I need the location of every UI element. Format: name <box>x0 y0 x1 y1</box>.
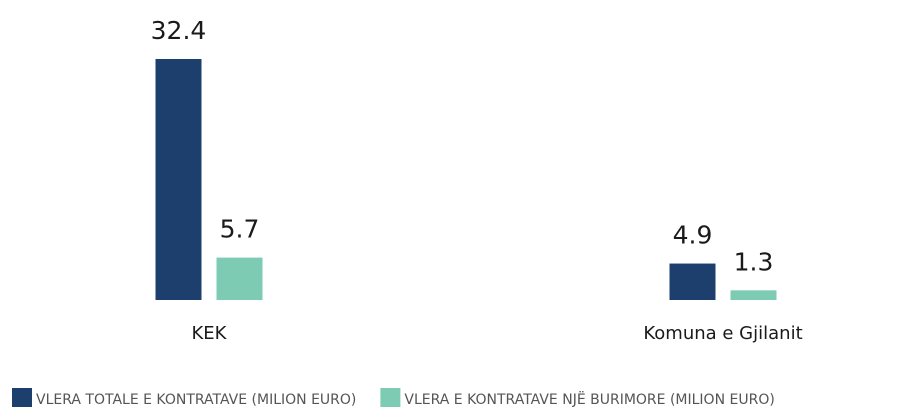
bar <box>216 257 263 300</box>
legend-label: VLERA TOTALE E KONTRATAVE (MILION EURO) <box>36 392 356 407</box>
legend-label: VLERA E KONTRATAVE NJË BURIMORE (MILION … <box>404 390 774 407</box>
legend-swatch <box>380 388 401 407</box>
data-label: 1.3 <box>734 247 774 276</box>
data-label: 5.7 <box>220 215 260 244</box>
bar <box>155 59 202 300</box>
data-label: 32.4 <box>151 16 207 45</box>
bar <box>669 263 716 300</box>
data-label: 4.9 <box>673 221 713 250</box>
x-tick-label: Komuna e Gjilanit <box>643 323 802 344</box>
legend-swatch <box>12 388 32 407</box>
bar <box>730 290 777 300</box>
x-tick-label: KEK <box>192 323 228 344</box>
